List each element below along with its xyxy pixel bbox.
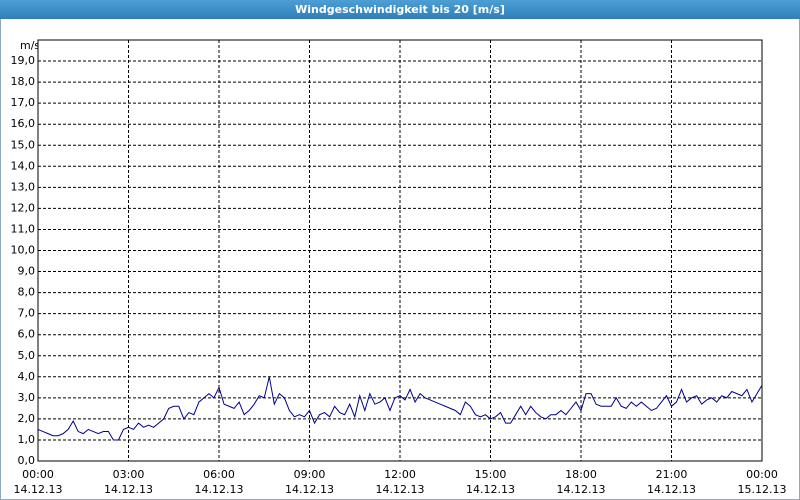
y-tick-label: 9,0 [18, 265, 36, 278]
line-series [37, 376, 763, 441]
y-tick-label: 3,0 [18, 391, 36, 404]
y-tick-label: 1,0 [18, 433, 36, 446]
x-tick-label: 00:00 14.12.13 [13, 468, 63, 496]
x-tick-label: 06:00 14.12.13 [194, 468, 244, 496]
x-tick-label: 12:00 14.12.13 [375, 468, 425, 496]
y-tick-label: 16,0 [11, 117, 36, 130]
x-tick-label: 21:00 14.12.13 [647, 468, 696, 496]
y-tick-label: 4,0 [18, 370, 36, 383]
y-tick-label: 10,0 [11, 244, 36, 257]
y-tick-label: 18,0 [11, 75, 36, 88]
x-tick-label: 15:00 14.12.13 [466, 468, 515, 496]
y-tick-label: 14,0 [11, 159, 36, 172]
y-tick-label: 12,0 [11, 201, 36, 214]
y-tick-label: 15,0 [11, 138, 36, 151]
y-axis-label: m/s [20, 39, 40, 52]
y-tick-label: 11,0 [11, 222, 36, 235]
y-tick-label: 0,0 [18, 454, 36, 467]
chart-title: Windgeschwindigkeit bis 20 [m/s] [0, 0, 800, 19]
y-tick-label: 2,0 [18, 412, 36, 425]
x-tick-label: 03:00 14.12.13 [104, 468, 153, 496]
y-tick-label: 17,0 [11, 96, 36, 109]
y-tick-label: 7,0 [18, 307, 36, 320]
x-tick-label: 00:00 15.12.13 [737, 468, 787, 496]
x-tick-label: 09:00 14.12.13 [285, 468, 334, 496]
y-tick-label: 19,0 [11, 54, 36, 67]
y-tick-label: 6,0 [18, 328, 36, 341]
y-tick-label: 13,0 [11, 180, 36, 193]
y-tick-label: 5,0 [18, 349, 36, 362]
x-tick-label: 18:00 14.12.13 [556, 468, 606, 496]
y-tick-label: 8,0 [18, 286, 36, 299]
